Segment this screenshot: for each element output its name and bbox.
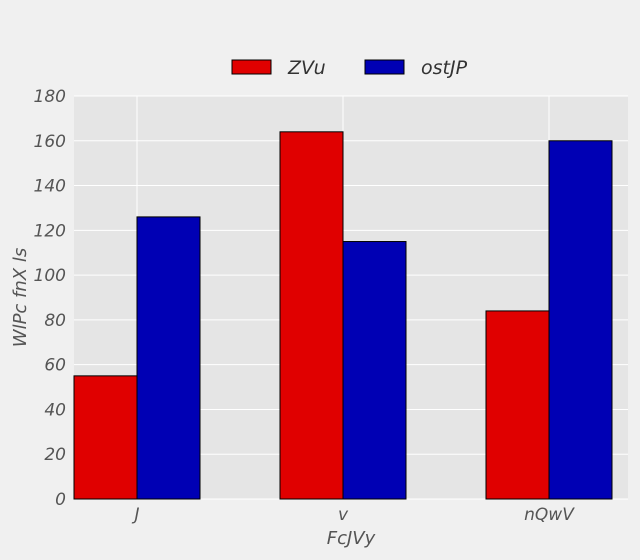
y-tick-label: 0	[55, 490, 66, 510]
y-tick-label: 100	[34, 266, 66, 286]
bar-ostJP-nQwV	[548, 140, 613, 500]
legend-label-ZVu: ZVu	[287, 57, 326, 79]
x-tick-label: nQwV	[524, 505, 575, 525]
x-tick-label: J	[131, 505, 139, 525]
bar-ostJP-v	[342, 241, 407, 500]
bar-ZVu-nQwV	[485, 310, 550, 500]
y-axis-label: WlPc fnX ls	[10, 248, 31, 347]
bar-ostJP-J	[136, 216, 201, 500]
legend-swatch-ostJP	[364, 59, 405, 75]
y-tick-label: 140	[34, 177, 66, 197]
bar-ZVu-J	[73, 375, 138, 500]
y-tick-label: 20	[44, 445, 66, 465]
y-tick-label: 40	[44, 400, 66, 420]
bars	[73, 131, 613, 500]
y-tick-label: 60	[44, 356, 66, 376]
legend-swatch-ZVu	[231, 59, 272, 75]
legend: ZVu ostJP	[231, 57, 468, 79]
legend-label-ostJP: ostJP	[421, 57, 468, 79]
y-tick-label: 160	[34, 132, 66, 152]
y-tick-label: 180	[34, 87, 66, 107]
x-tick-label: v	[338, 505, 349, 525]
y-tick-label: 80	[44, 311, 66, 331]
bar-ZVu-v	[279, 131, 344, 500]
y-tick-label: 120	[34, 221, 66, 241]
y-tick-labels: 0 20 40 60 80 100 120 140 160 180	[34, 87, 66, 510]
x-axis-label: FcJVy	[327, 528, 376, 549]
